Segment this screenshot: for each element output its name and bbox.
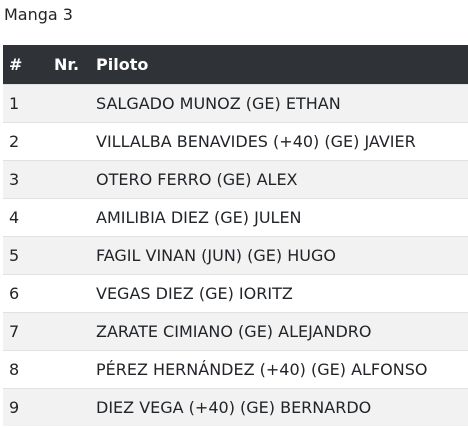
cell-number — [54, 84, 96, 122]
table-row: 3 OTERO FERRO (GE) ALEX — [3, 160, 468, 198]
column-header-number[interactable]: Nr. — [54, 54, 80, 74]
cell-pilot: AMILIBIA DIEZ (GE) JULEN — [96, 207, 302, 227]
cell-number — [54, 274, 96, 312]
cell-pilot: VEGAS DIEZ (GE) IORITZ — [96, 283, 293, 303]
table-row: 8 PÉREZ HERNÁNDEZ (+40) (GE) ALFONSO — [3, 350, 468, 388]
cell-position: 1 — [9, 93, 20, 113]
cell-pilot: ZARATE CIMIANO (GE) ALEJANDRO — [96, 321, 372, 341]
cell-number — [54, 198, 96, 236]
cell-number — [54, 312, 96, 350]
cell-position: 2 — [9, 131, 20, 151]
table-row: 9 DIEZ VEGA (+40) (GE) BERNARDO — [3, 388, 468, 426]
cell-position: 5 — [9, 245, 20, 265]
cell-number — [54, 160, 96, 198]
cell-pilot: PÉREZ HERNÁNDEZ (+40) (GE) ALFONSO — [96, 359, 428, 379]
table-row: 6 VEGAS DIEZ (GE) IORITZ — [3, 274, 468, 312]
cell-pilot: DIEZ VEGA (+40) (GE) BERNARDO — [96, 397, 372, 417]
table-row: 7 ZARATE CIMIANO (GE) ALEJANDRO — [3, 312, 468, 350]
column-header-position[interactable]: # — [9, 54, 23, 74]
table-row: 5 FAGIL VINAN (JUN) (GE) HUGO — [3, 236, 468, 274]
cell-position: 3 — [9, 169, 20, 189]
table-row: 1 SALGADO MUNOZ (GE) ETHAN — [3, 84, 468, 122]
cell-position: 8 — [9, 359, 20, 379]
cell-number — [54, 388, 96, 426]
cell-position: 4 — [9, 207, 20, 227]
race-heading: Manga 3 — [4, 5, 73, 24]
table-header-row: # Nr. Piloto — [3, 45, 468, 84]
cell-position: 9 — [9, 397, 20, 417]
cell-pilot: SALGADO MUNOZ (GE) ETHAN — [96, 93, 341, 113]
cell-number — [54, 122, 96, 160]
table-row: 4 AMILIBIA DIEZ (GE) JULEN — [3, 198, 468, 236]
cell-number — [54, 350, 96, 388]
results-table: # Nr. Piloto 1 SALGADO MUNOZ (GE) ETHAN … — [3, 45, 468, 426]
cell-pilot: OTERO FERRO (GE) ALEX — [96, 169, 298, 189]
cell-pilot: VILLALBA BENAVIDES (+40) (GE) JAVIER — [96, 131, 416, 151]
table-row: 2 VILLALBA BENAVIDES (+40) (GE) JAVIER — [3, 122, 468, 160]
cell-position: 6 — [9, 283, 20, 303]
cell-pilot: FAGIL VINAN (JUN) (GE) HUGO — [96, 245, 336, 265]
column-header-pilot[interactable]: Piloto — [96, 54, 149, 74]
cell-number — [54, 236, 96, 274]
cell-position: 7 — [9, 321, 20, 341]
